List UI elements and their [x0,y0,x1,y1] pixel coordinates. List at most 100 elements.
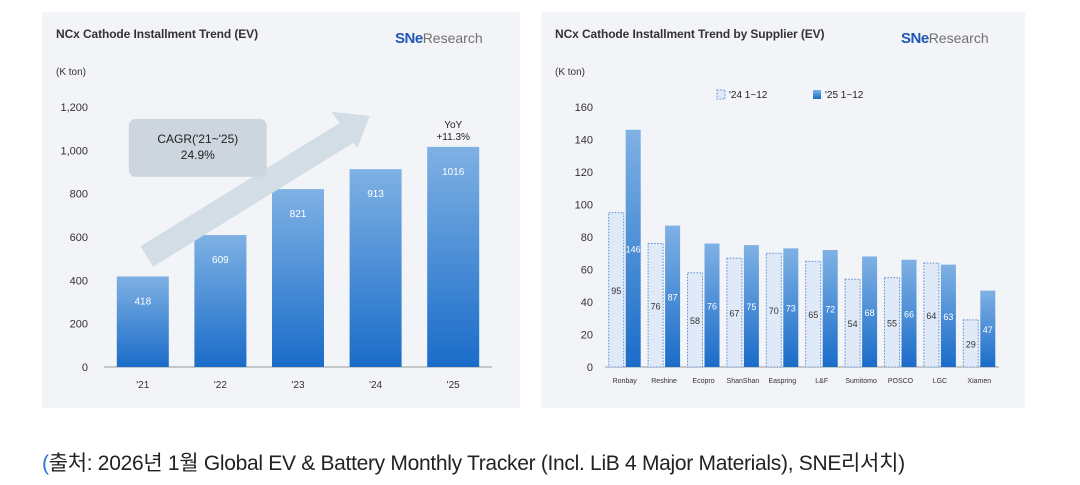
cagr-callout [128,118,267,177]
x-tick-label: Sumitomo [845,378,877,385]
supplier-trend-chart: NCx Cathode Installment Trend by Supplie… [541,12,1025,408]
legend-label: '24 1~12 [729,90,768,101]
supplier-trend-plot: 0 20 40 60 80 100 120 140 160 '24 1~12 '25 1~12 95 1… [575,89,999,385]
x-tick-label: Ronbay [613,378,638,385]
bar-value-label: 418 [134,296,151,307]
total-trend-plot: 0 200 400 600 800 1,000 1,200 418 '21 609 '22 821 '2… [60,102,492,391]
bar [349,169,402,367]
bar-value-label-2025: 63 [943,312,953,322]
bar-2025 [665,225,681,367]
bar-value-label-2025: 68 [865,308,875,318]
x-tick-label: '21 [136,380,149,391]
x-tick-label: '25 [447,380,460,391]
bar-value-label-2025: 47 [983,325,993,335]
x-tick-label: Xiamen [967,378,991,385]
bar-2025 [901,259,917,367]
bar-value-label-2025: 72 [825,305,835,315]
x-tick-label: Reshine [651,378,677,385]
growth-arrow-shaft [140,119,358,267]
bar-value-label-2024: 29 [966,339,976,349]
x-tick-label: POSCO [888,378,914,385]
y-tick-label: 140 [575,135,593,147]
x-tick-label: Ecopro [692,378,714,385]
bar-2025 [625,129,641,367]
bar-2025 [862,256,878,367]
bar-value-label: 821 [290,209,307,220]
cagr-value: 24.9% [181,148,215,162]
source-caption: (출처: 2026년 1월 Global EV & Battery Monthl… [42,452,905,475]
bar-2025 [704,243,720,367]
bar-2025 [980,290,996,367]
bar-value-label-2024: 65 [808,310,818,320]
y-tick-label: 1,200 [60,102,88,114]
bar-2025 [940,264,956,367]
y-tick-label: 100 [575,200,593,212]
legend-swatch-2025 [813,90,821,99]
cagr-label: CAGR('21~'25) [157,132,238,146]
bar-value-label: 609 [212,255,229,266]
bar-value-label-2025: 73 [786,304,796,314]
y-tick-label: 600 [70,232,88,244]
y-tick-label: 800 [70,189,88,201]
bar-value-label-2025: 146 [626,244,641,254]
bar-2024 [608,212,625,368]
bar-value-label-2024: 70 [769,306,779,316]
bar [194,235,247,367]
bar-2024 [962,319,979,368]
y-axis-unit: (K ton) [56,67,87,78]
bar-2024 [647,243,664,368]
total-trend-chart: NCx Cathode Installment Trend (EV) SNeRe… [42,12,520,408]
bar-value-label-2024: 64 [926,311,936,321]
bar-value-label-2024: 67 [729,309,739,319]
yoy-label: YoY [444,120,462,131]
x-tick-label: Easpring [768,378,796,385]
bar-value-label-2024: 55 [887,318,897,328]
bar-2025 [783,248,799,367]
bar-2024 [726,257,743,368]
bar-value-label-2024: 54 [848,319,858,329]
bar-value-label-2024: 76 [651,301,661,311]
y-tick-label: 1,000 [60,145,88,157]
growth-arrow-head [331,111,370,148]
sne-research-logo: SNeResearch [901,30,989,47]
bar [116,276,169,367]
yoy-value: +11.3% [436,132,470,143]
x-tick-label: LGC [933,378,947,385]
y-tick-label: 160 [575,102,593,114]
bar [427,146,480,367]
y-tick-label: 20 [581,330,593,342]
bar-value-label-2025: 76 [707,301,717,311]
bar-value-label-2024: 95 [611,286,621,296]
chart-title: NCx Cathode Installment Trend by Supplie… [555,27,825,41]
x-tick-label: '24 [369,380,382,391]
x-tick-label: L&F [815,378,828,385]
bar-value-label-2024: 58 [690,316,700,326]
x-tick-label: ShanShan [727,378,760,385]
bar-value-label-2025: 66 [904,309,914,319]
bar-2024 [687,272,703,368]
y-tick-label: 60 [581,265,593,277]
y-tick-label: 0 [587,362,593,374]
bar-2024 [844,278,861,368]
bar-2024 [884,277,900,368]
sne-research-logo: SNeResearch [395,30,483,47]
bar-2024 [923,262,940,368]
bar-2024 [805,260,822,368]
y-tick-label: 400 [70,275,88,287]
bar-2025 [822,250,838,367]
legend-swatch-2024 [716,89,726,100]
y-tick-label: 80 [581,232,593,244]
bar-value-label: 1016 [442,167,465,178]
bar-2025 [743,245,759,367]
y-tick-label: 200 [70,319,88,331]
legend-label: '25 1~12 [825,90,864,101]
bar-value-label-2025: 75 [746,302,756,312]
bar-value-label-2025: 87 [668,292,678,302]
chart-title: NCx Cathode Installment Trend (EV) [56,27,258,41]
bar-value-label: 913 [367,189,384,200]
bar-2024 [765,252,782,368]
y-tick-label: 120 [575,167,593,179]
y-tick-label: 0 [82,362,88,374]
x-tick-label: '23 [291,380,304,391]
x-tick-label: '22 [214,380,227,391]
